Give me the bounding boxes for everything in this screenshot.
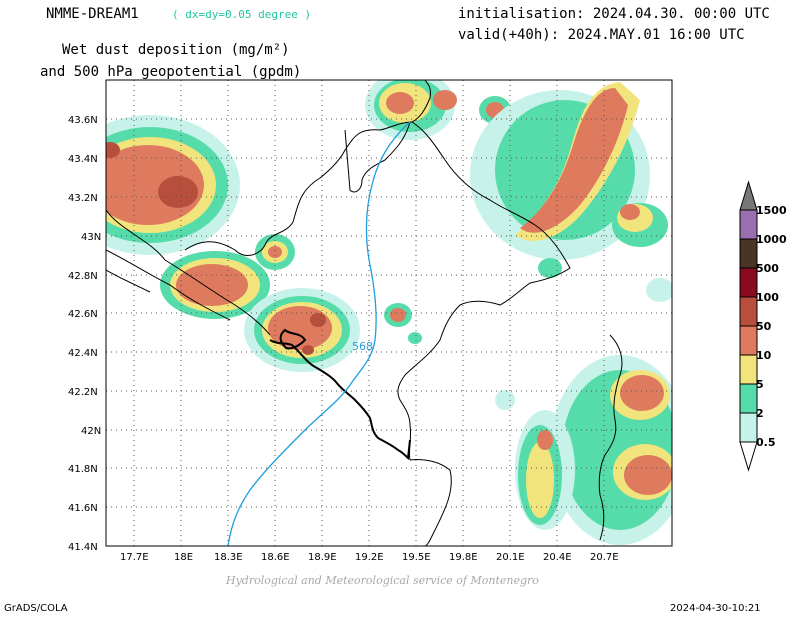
legend-label: 1500 xyxy=(756,204,787,217)
legend-label: 0.5 xyxy=(756,436,776,449)
x-tick-label: 19.2E xyxy=(355,552,384,563)
coastline xyxy=(269,328,411,461)
y-tick-label: 42.6N xyxy=(68,309,98,320)
x-tick-label: 18.9E xyxy=(308,552,337,563)
footer-software: GrADS/COLA xyxy=(4,603,68,614)
y-tick-label: 43.6N xyxy=(68,115,98,126)
color-legend: 1500 1000 500 100 50 10 5 2 0.5 xyxy=(739,180,787,472)
x-tick-label: 20.1E xyxy=(496,552,525,563)
y-tick-label: 42.4N xyxy=(68,348,98,359)
legend-swatch xyxy=(739,209,758,240)
x-tick-label: 20.4E xyxy=(543,552,572,563)
map-frame xyxy=(105,79,673,547)
legend-bottom-arrow xyxy=(739,441,758,472)
legend-swatch xyxy=(739,383,758,414)
map-title-line1: Wet dust deposition (mg/m²) xyxy=(62,42,290,58)
x-axis-ticks: 17.7E 18E 18.3E 18.6E 18.9E 19.2E 19.5E … xyxy=(120,552,619,563)
legend-label: 10 xyxy=(756,349,772,362)
legend-label: 500 xyxy=(756,262,779,275)
y-axis-ticks: 43.6N 43.4N 43.2N 43N 42.8N 42.6N 42.4N … xyxy=(68,115,101,553)
x-tick-label: 19.8E xyxy=(449,552,478,563)
legend-label: 50 xyxy=(756,320,772,333)
legend-swatch xyxy=(739,325,758,356)
legend-top-arrow xyxy=(739,180,758,211)
legend-label: 2 xyxy=(756,407,764,420)
contour-label: 568 xyxy=(352,340,373,353)
legend-swatch xyxy=(739,238,758,269)
legend-swatch xyxy=(739,412,758,443)
legend-label: 5 xyxy=(756,378,764,391)
valid-time: valid(+40h): 2024.MAY.01 16:00 UTC xyxy=(458,27,745,43)
map-title-line2: and 500 hPa geopotential (gpdm) xyxy=(40,64,302,80)
legend-label: 100 xyxy=(756,291,779,304)
y-tick-label: 43.4N xyxy=(68,154,98,165)
x-tick-label: 20.7E xyxy=(590,552,619,563)
x-tick-label: 19.5E xyxy=(402,552,431,563)
y-tick-label: 42N xyxy=(81,426,101,437)
y-tick-label: 43N xyxy=(81,232,101,243)
legend-swatch xyxy=(739,267,758,298)
initialisation-time: initialisation: 2024.04.30. 00:00 UTC xyxy=(458,6,770,22)
borders xyxy=(106,80,623,546)
x-tick-label: 18E xyxy=(174,552,193,563)
x-tick-label: 18.3E xyxy=(214,552,243,563)
legend-label: 1000 xyxy=(756,233,787,246)
model-resolution: ( dx=dy=0.05 degree ) xyxy=(172,8,312,21)
geopotential-contour xyxy=(227,121,411,546)
y-tick-label: 41.8N xyxy=(68,464,98,475)
y-tick-label: 43.2N xyxy=(68,193,98,204)
legend-swatch xyxy=(739,354,758,385)
deposition-field xyxy=(106,80,672,545)
x-tick-label: 17.7E xyxy=(120,552,149,563)
y-tick-label: 41.4N xyxy=(68,542,98,553)
y-tick-label: 42.2N xyxy=(68,387,98,398)
x-tick-label: 18.6E xyxy=(261,552,290,563)
y-tick-label: 41.6N xyxy=(68,503,98,514)
y-tick-label: 42.8N xyxy=(68,271,98,282)
credit-line: Hydrological and Meteorological service … xyxy=(226,574,539,587)
footer-timestamp: 2024-04-30-10:21 xyxy=(670,603,761,614)
legend-swatch xyxy=(739,296,758,327)
model-name: NMME-DREAM1 xyxy=(46,6,139,22)
